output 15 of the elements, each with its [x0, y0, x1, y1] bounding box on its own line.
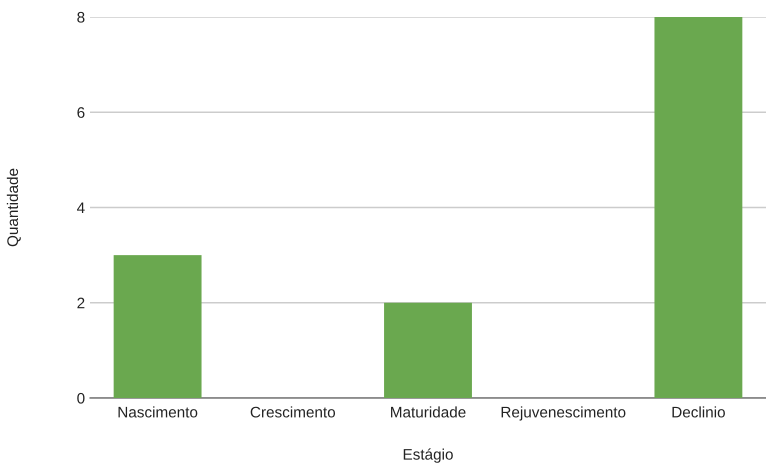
y-tick-label: 8 — [77, 12, 84, 23]
x-tick-label: Crescimento — [250, 406, 336, 418]
x-tick-label: Nascimento — [118, 406, 198, 418]
bar — [384, 302, 472, 398]
x-tick-label: Declinio — [672, 406, 725, 418]
y-tick-label: 4 — [76, 202, 85, 214]
y-tick-label: 6 — [77, 107, 84, 118]
y-tick-label: 0 — [77, 392, 85, 404]
y-axis-title: Quantidade — [6, 168, 21, 246]
x-axis-title: Estágio — [404, 448, 453, 463]
bar — [114, 255, 202, 398]
y-tick-label: 2 — [77, 298, 84, 308]
x-tick-label: Maturidade — [391, 406, 466, 418]
x-tick-label: Rejuvenescimento — [502, 406, 626, 421]
bar — [654, 17, 742, 398]
